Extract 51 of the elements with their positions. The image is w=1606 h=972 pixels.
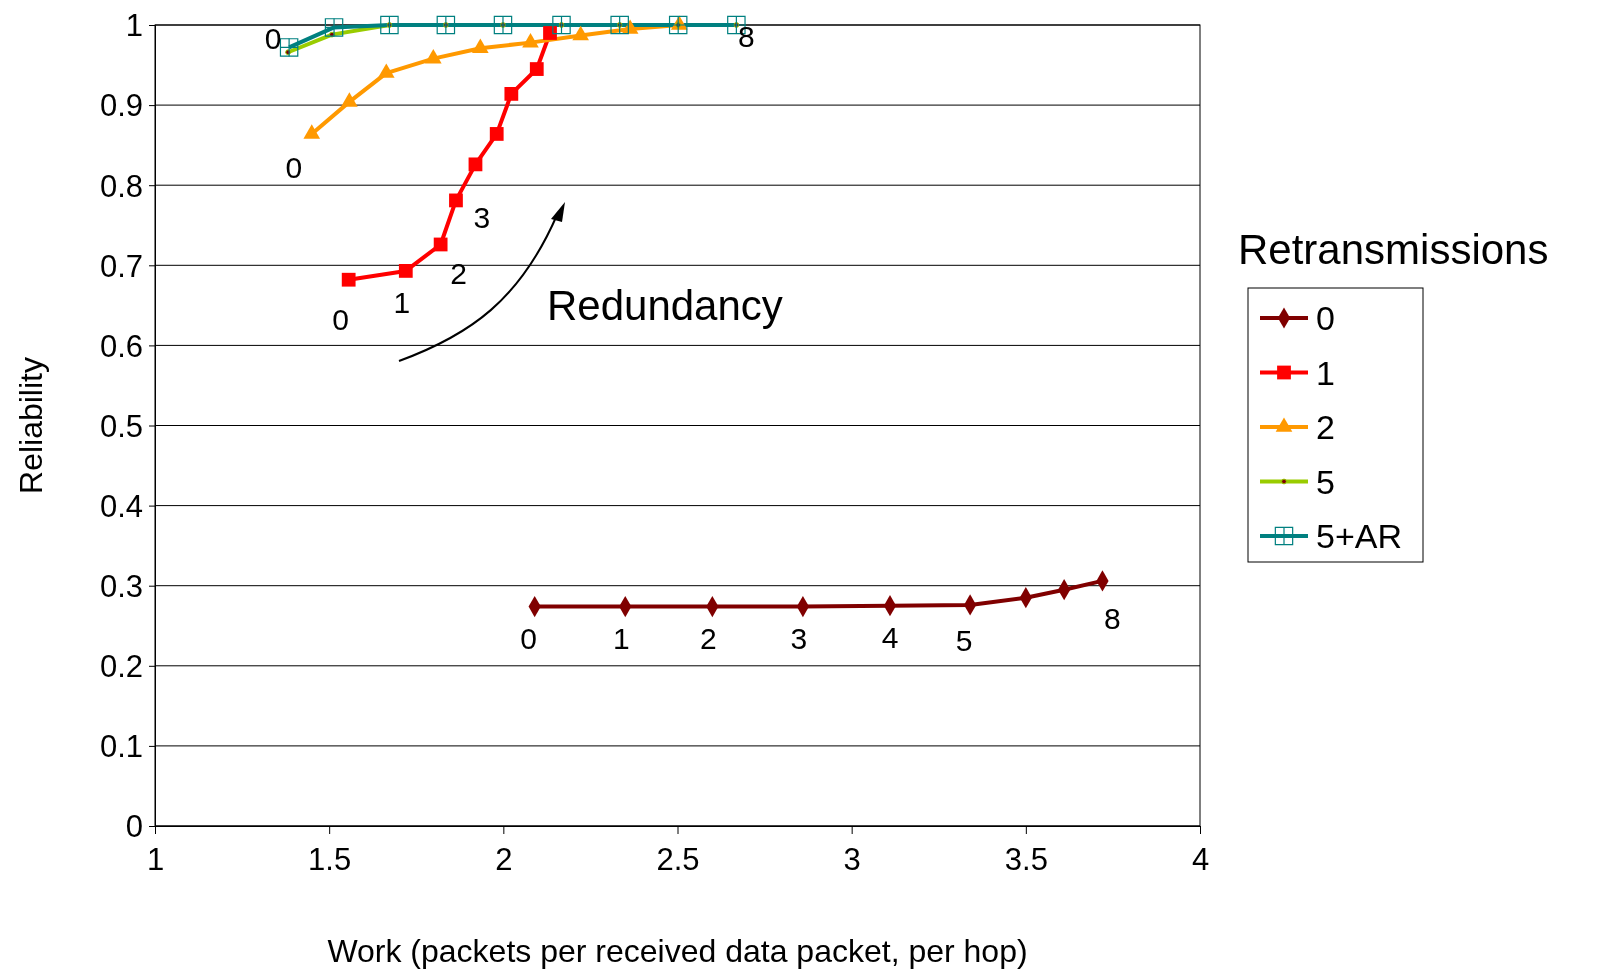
annotation: 0 bbox=[285, 150, 303, 184]
x-axis-title: Work (packets per received data packet, per hop) bbox=[327, 933, 1028, 969]
x-tick-label: 2.5 bbox=[656, 842, 700, 878]
y-tick-label: 0.8 bbox=[99, 168, 143, 204]
y-tick-label: 0.4 bbox=[99, 488, 143, 524]
x-tick-label: 4 bbox=[1191, 842, 1210, 878]
point bbox=[449, 193, 463, 208]
annotation: 1 bbox=[612, 621, 630, 655]
y-tick-label: 0.5 bbox=[99, 408, 143, 444]
y-tick-label: 0.1 bbox=[99, 729, 143, 765]
annotation: 3 bbox=[790, 621, 808, 655]
annotation: 3 bbox=[473, 201, 491, 235]
legend-label: 0 bbox=[1316, 299, 1335, 337]
legend-label: 5 bbox=[1316, 462, 1335, 501]
annotation: Redundancy bbox=[547, 282, 783, 329]
annotation: 2 bbox=[450, 257, 467, 291]
point bbox=[433, 237, 448, 252]
y-tick-label: 0.3 bbox=[99, 569, 143, 605]
point bbox=[529, 62, 544, 76]
annotation: 8 bbox=[1104, 601, 1121, 635]
y-tick-label: 0.7 bbox=[99, 248, 143, 284]
point bbox=[489, 127, 504, 141]
annotation: 2 bbox=[699, 621, 717, 655]
legend-label: 2 bbox=[1316, 408, 1335, 446]
x-tick-label: 2 bbox=[495, 842, 513, 878]
y-axis-title: Reliability bbox=[13, 357, 49, 494]
point bbox=[504, 86, 519, 101]
annotation: 5 bbox=[955, 623, 973, 657]
y-tick-label: 0.2 bbox=[99, 649, 143, 685]
annotation: 0 bbox=[332, 302, 350, 336]
y-tick-label: 0.6 bbox=[99, 328, 143, 364]
point bbox=[398, 264, 413, 278]
annotation: 0 bbox=[520, 621, 538, 655]
point bbox=[341, 272, 356, 287]
x-tick-label: 3 bbox=[843, 842, 861, 878]
legend-label: 1 bbox=[1316, 353, 1335, 392]
point bbox=[279, 37, 299, 58]
annotation: 4 bbox=[881, 620, 899, 654]
x-tick-label: 3.5 bbox=[1004, 842, 1048, 878]
point bbox=[522, 33, 539, 48]
annotation: 1 bbox=[393, 285, 411, 319]
legend-title: Retransmissions bbox=[1238, 226, 1549, 273]
annotation: 0 bbox=[264, 22, 282, 56]
y-tick-label: 0 bbox=[125, 809, 143, 845]
annotation: 8 bbox=[738, 20, 755, 53]
point bbox=[468, 157, 483, 172]
x-tick-label: 1.5 bbox=[308, 842, 352, 878]
legend-label: 5+AR bbox=[1316, 517, 1402, 555]
y-tick-label: 1 bbox=[125, 8, 143, 44]
y-tick-label: 0.9 bbox=[99, 88, 143, 124]
point bbox=[543, 26, 557, 40]
